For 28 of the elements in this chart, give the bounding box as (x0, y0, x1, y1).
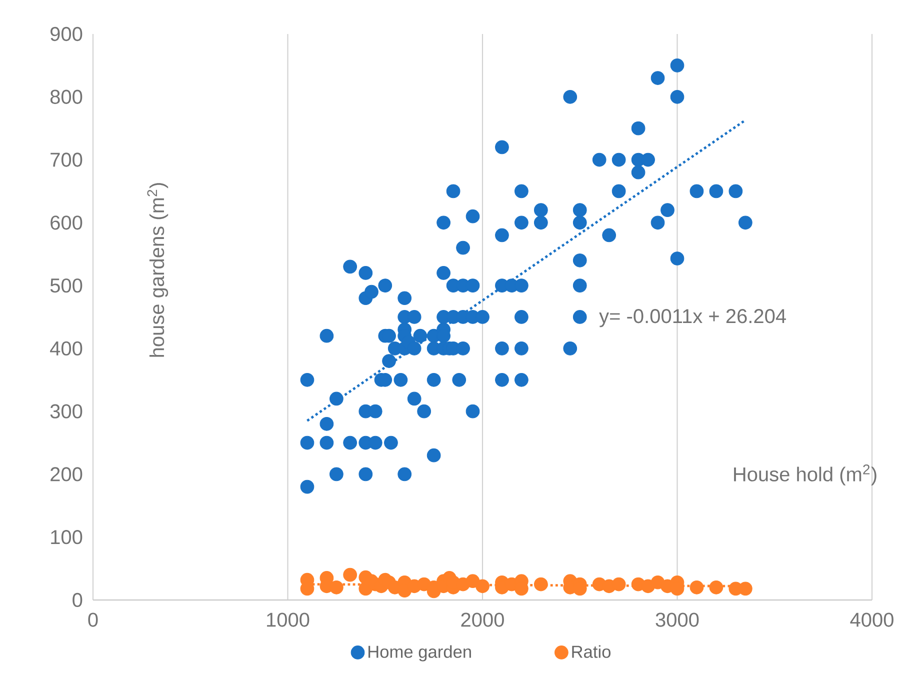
y-tick-label: 900 (50, 26, 82, 42)
x-tick-label: 4000 (850, 612, 894, 627)
point (709, 580, 724, 594)
y-tick-label: 100 (51, 530, 82, 544)
y-tick-label: 400 (50, 341, 82, 356)
point (612, 577, 626, 592)
legend-label: Home garden (368, 645, 471, 662)
point (690, 580, 704, 594)
point (330, 580, 344, 594)
point (476, 579, 490, 594)
point (534, 577, 548, 592)
y-tick-label: 500 (50, 278, 82, 293)
y-tick-label: 200 (50, 467, 82, 482)
y-tick-label: 600 (50, 216, 82, 230)
x-tick-label: 3000 (656, 612, 699, 627)
y-tick-label: 300 (50, 404, 82, 418)
point (343, 568, 358, 582)
x-axis-title: House hold (m$^{2}$) (734, 464, 876, 486)
x-tick-label: 1000 (267, 612, 310, 627)
annotation: y= -0.0011x + 26.204 (599, 309, 786, 328)
point (738, 582, 752, 596)
y-tick-label: 800 (50, 90, 82, 104)
x-tick-label: 2000 (461, 612, 504, 627)
y-tick-label: 0 (72, 592, 82, 608)
x-tick-label: 0 (88, 612, 98, 627)
y-axis-title: house gardens (m$^{2}$) (147, 183, 168, 357)
y-tick-label: 700 (50, 152, 82, 167)
legend-label: Ratio (572, 645, 611, 658)
